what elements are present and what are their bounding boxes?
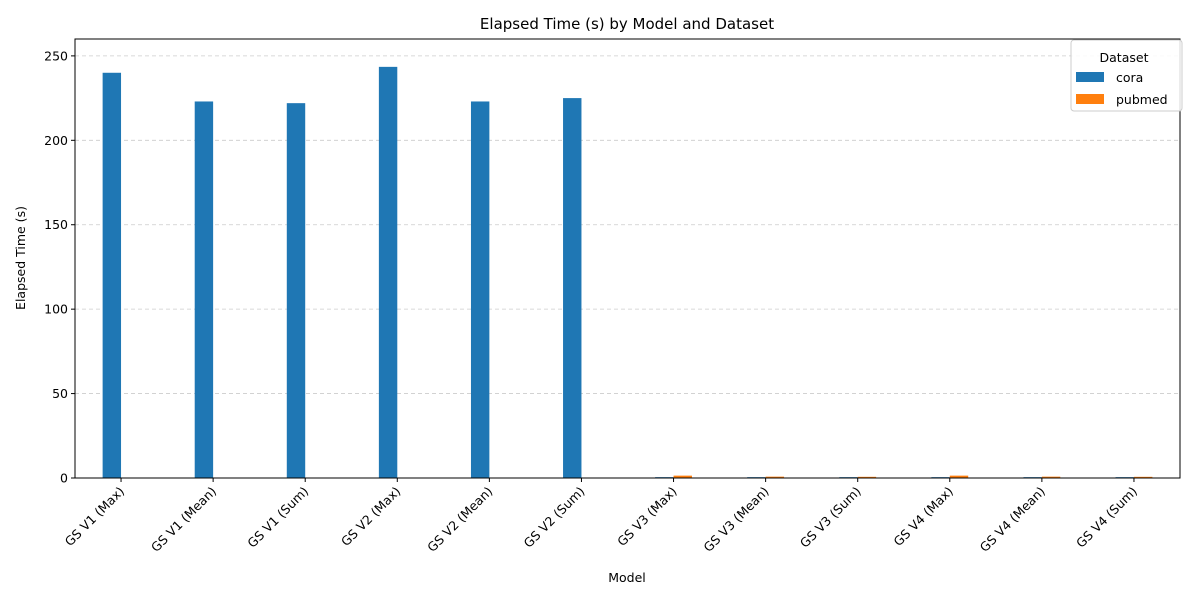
- chart-title: Elapsed Time (s) by Model and Dataset: [480, 15, 774, 33]
- x-tick-label: GS V2 (Mean): [424, 484, 495, 555]
- bar-pubmed: [857, 476, 877, 478]
- bars: [102, 66, 1153, 479]
- y-axis-ticks: 0 50 100 150 200 250: [44, 48, 75, 486]
- legend-box: [1070, 39, 1183, 112]
- bar-pubmed: [949, 475, 969, 478]
- bar-cora: [286, 103, 306, 479]
- x-tick-label: GS V1 (Sum): [244, 484, 311, 551]
- x-tick-label: GS V1 (Max): [62, 484, 128, 550]
- bar-cora: [102, 72, 122, 479]
- y-tick-label: 200: [44, 133, 68, 148]
- x-tick-label: GS V4 (Sum): [1073, 484, 1140, 551]
- legend-swatch-cora: [1076, 72, 1104, 82]
- x-tick-label: GS V2 (Max): [338, 484, 404, 550]
- bar-pubmed: [765, 476, 785, 478]
- y-tick-label: 50: [52, 386, 68, 401]
- legend-label-pubmed: pubmed: [1116, 92, 1168, 107]
- legend: Dataset cora pubmed: [1070, 39, 1183, 112]
- x-axis-ticks: GS V1 (Max) GS V1 (Mean) GS V1 (Sum) GS V2 …: [62, 478, 1140, 555]
- x-tick-label: GS V3 (Max): [614, 484, 680, 550]
- legend-swatch-pubmed: [1076, 94, 1104, 104]
- legend-title: Dataset: [1100, 50, 1149, 65]
- x-tick-label: GS V4 (Mean): [977, 484, 1048, 555]
- bar-cora: [194, 101, 214, 478]
- x-tick-label: GS V2 (Sum): [521, 484, 588, 551]
- y-tick-label: 0: [60, 471, 68, 486]
- legend-label-cora: cora: [1116, 70, 1143, 85]
- x-tick-label: GS V1 (Mean): [148, 484, 219, 555]
- plot-frame: [74, 38, 1181, 479]
- bar-pubmed: [673, 475, 692, 478]
- y-tick-label: 100: [44, 302, 68, 317]
- gridlines: [75, 55, 1180, 479]
- bar-cora: [563, 98, 582, 478]
- bar-cora: [378, 66, 398, 478]
- bar-pubmed: [1041, 476, 1061, 478]
- x-tick-label: GS V4 (Max): [890, 484, 956, 550]
- y-axis-label: Elapsed Time (s): [13, 206, 28, 310]
- x-tick-label: GS V3 (Mean): [700, 484, 771, 555]
- x-tick-label: GS V3 (Sum): [797, 484, 864, 551]
- bar-pubmed: [1133, 476, 1153, 478]
- x-axis-label: Model: [608, 570, 646, 585]
- y-tick-label: 150: [44, 217, 68, 232]
- y-tick-label: 250: [44, 48, 68, 63]
- bar-cora: [470, 101, 490, 478]
